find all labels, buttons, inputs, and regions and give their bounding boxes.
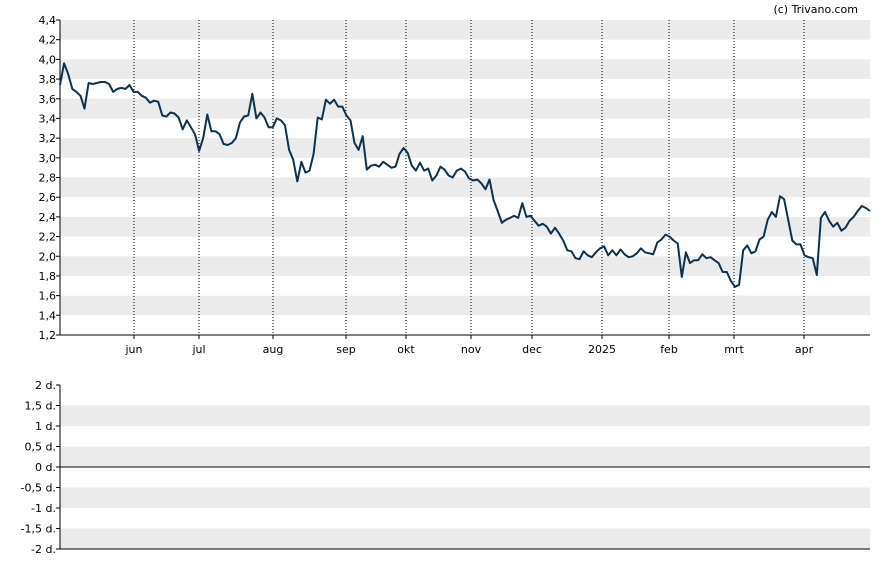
y-tick-label: 1,8 <box>39 270 57 283</box>
price-band <box>60 295 870 316</box>
indicator-band <box>60 446 870 467</box>
y-tick-label: -1,5 d. <box>21 523 56 536</box>
y-tick-label: 3,6 <box>39 93 57 106</box>
price-band <box>60 59 870 80</box>
y-tick-label: -1 d. <box>31 502 56 515</box>
indicator-band <box>60 528 870 549</box>
y-tick-label: -0,5 d. <box>21 482 56 495</box>
x-tick-label: dec <box>522 343 542 356</box>
x-tick-label: jul <box>191 343 205 356</box>
y-tick-label: 2 d. <box>35 379 56 392</box>
x-tick-label: 2025 <box>588 343 616 356</box>
y-tick-label: 4,2 <box>39 34 57 47</box>
x-tick-label: jun <box>125 343 143 356</box>
x-tick-label: nov <box>461 343 482 356</box>
y-tick-label: 2,6 <box>39 191 57 204</box>
price-band <box>60 20 870 40</box>
x-tick-label: aug <box>263 343 284 356</box>
y-tick-label: 2,2 <box>39 231 57 244</box>
price-panel: 1,2 1,4 1,6 1,8 2,0 2,2 2,4 2,6 2,8 3,0 3,2 3,4 3,6 3… <box>39 14 871 356</box>
x-tick-label: mrt <box>724 343 744 356</box>
y-tick-label: 4,0 <box>39 53 57 66</box>
y-tick-label: 3,2 <box>39 132 57 145</box>
y-tick-label: 3,8 <box>39 73 57 86</box>
y-tick-label: 1,6 <box>39 290 57 303</box>
price-band <box>60 216 870 237</box>
price-line <box>59 62 871 288</box>
y-tick-label: 0,5 d. <box>25 441 56 454</box>
y-tick-label: 4,4 <box>39 14 57 27</box>
price-band <box>60 177 870 198</box>
indicator-band <box>60 487 870 508</box>
x-tick-label: sep <box>336 343 355 356</box>
x-tick-label: feb <box>660 343 678 356</box>
x-tick-label: apr <box>795 343 814 356</box>
price-band <box>60 256 870 276</box>
y-tick-label: 3,0 <box>39 152 57 165</box>
y-tick-label: 1 d. <box>35 420 56 433</box>
y-tick-label: -2 d. <box>31 543 56 556</box>
indicator-panel: -2 d. -1,5 d. -1 d. -0,5 d. 0 d. 0,5 d. 1 d. 1,… <box>21 379 870 556</box>
y-tick-label: 2,4 <box>39 211 57 224</box>
y-tick-label: 1,5 d. <box>25 400 56 413</box>
x-tick-label: okt <box>397 343 415 356</box>
price-band <box>60 98 870 119</box>
y-tick-label: 2,8 <box>39 172 57 185</box>
y-tick-label: 1,2 <box>39 329 57 342</box>
y-tick-label: 3,4 <box>39 112 57 125</box>
y-tick-label: 0 d. <box>35 461 56 474</box>
credit-text: (c) Trivano.com <box>773 3 858 16</box>
y-tick-label: 1,4 <box>39 309 57 322</box>
price-band <box>60 138 870 158</box>
y-tick-label: 2,0 <box>39 250 57 263</box>
indicator-band <box>60 405 870 426</box>
